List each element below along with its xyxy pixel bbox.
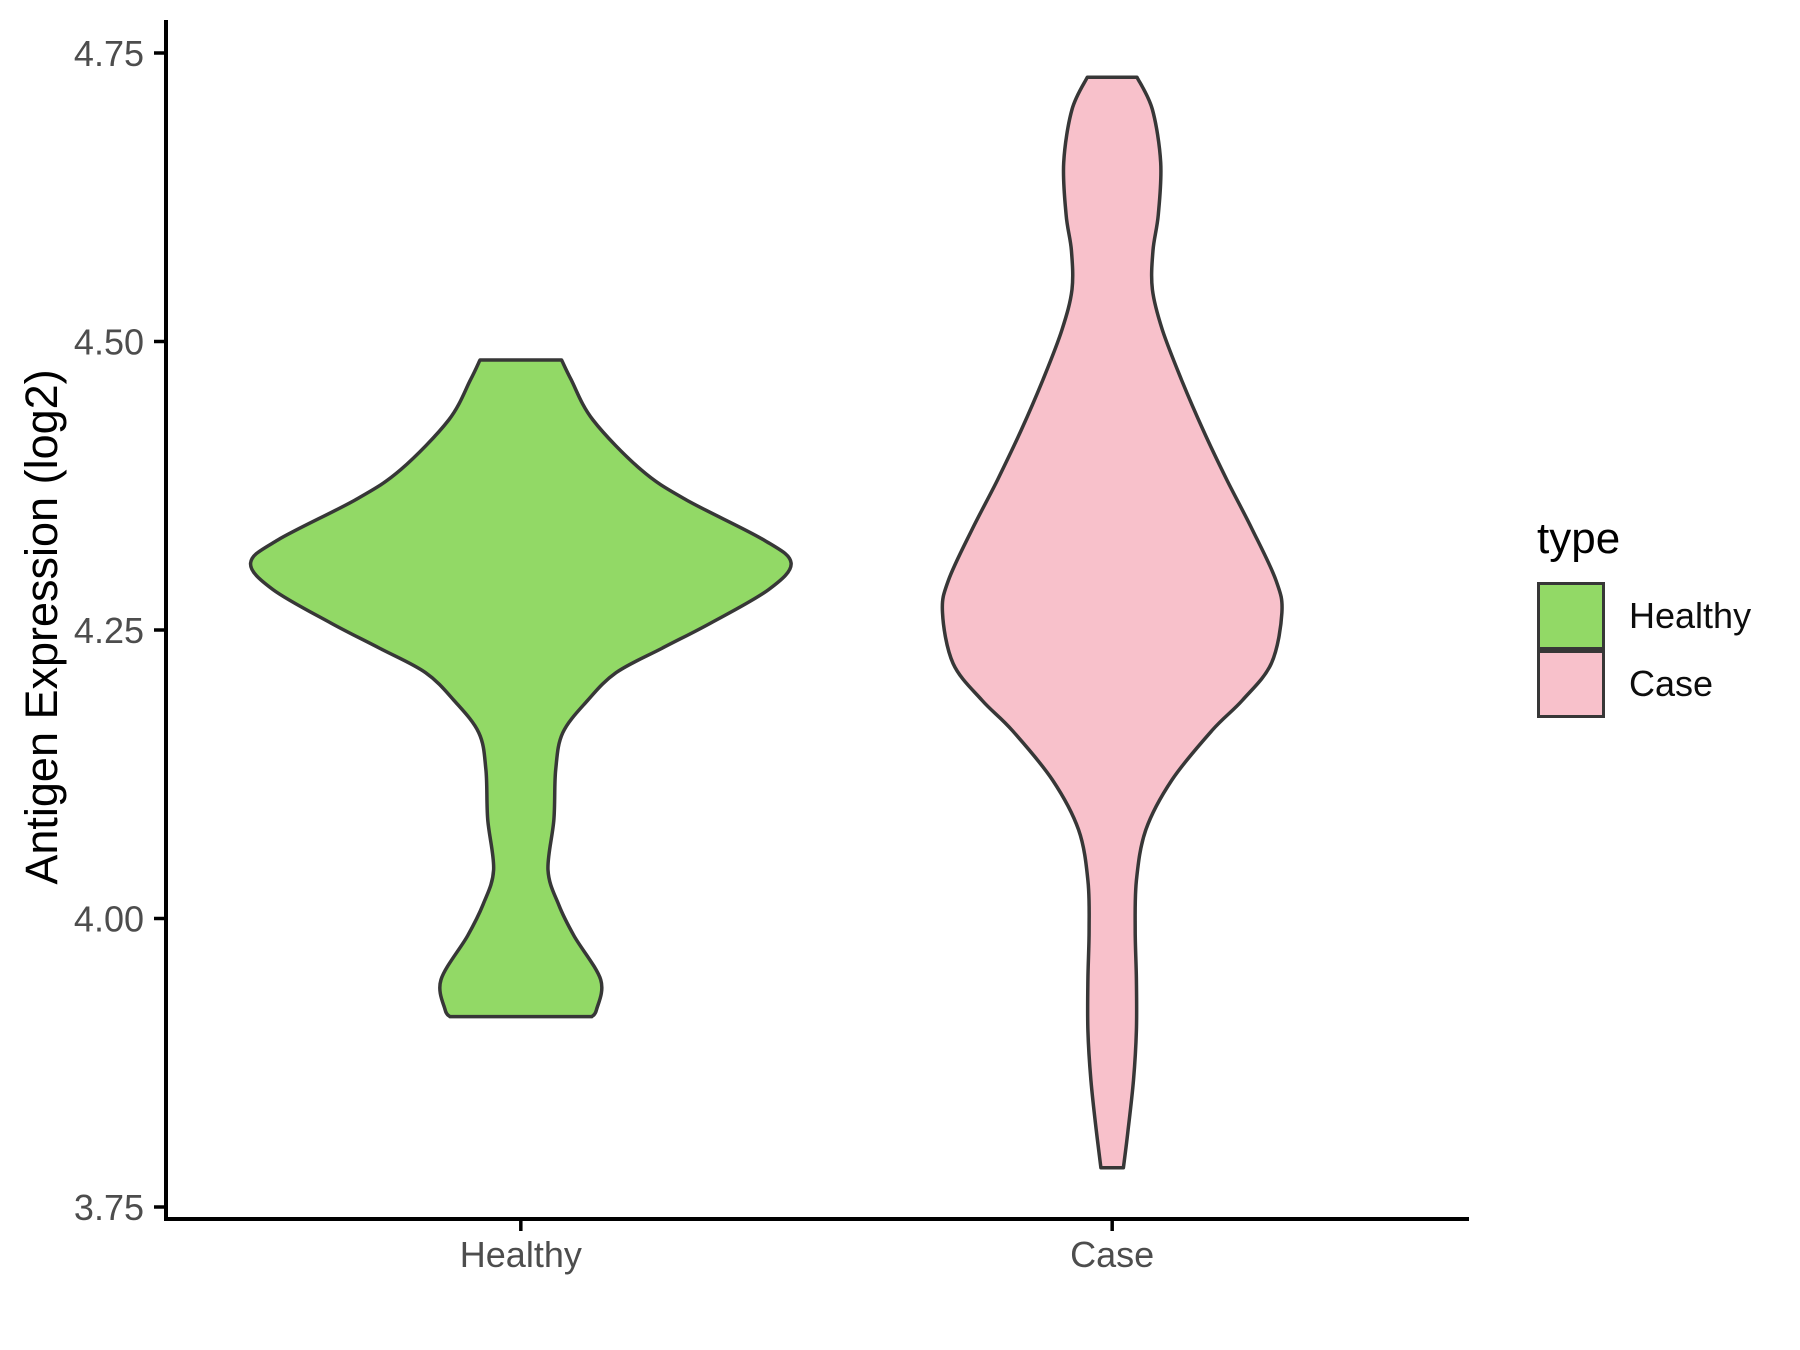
legend-swatch-healthy: [1537, 582, 1605, 650]
y-tick-label: 4.25: [74, 610, 144, 651]
x-tick-label: Healthy: [460, 1234, 582, 1275]
legend: type Healthy Case: [1537, 514, 1751, 718]
legend-label-healthy: Healthy: [1629, 595, 1752, 636]
axis-lines: [164, 20, 1469, 1221]
y-tick-label: 3.75: [74, 1187, 144, 1228]
y-tick-label: 4.50: [74, 322, 144, 363]
y-axis-title: Antigen Expression (log2): [16, 369, 67, 885]
violin-healthy: [248, 358, 793, 1019]
legend-title: type: [1537, 514, 1621, 563]
y-tick-label: 4.00: [74, 899, 144, 940]
violin-case: [940, 75, 1284, 1170]
legend-item-healthy: Healthy: [1537, 582, 1751, 650]
x-tick-label: Case: [1070, 1234, 1154, 1275]
legend-item-case: Case: [1537, 650, 1751, 718]
y-tick-label: 4.75: [74, 33, 144, 74]
legend-label-case: Case: [1629, 663, 1714, 704]
legend-swatch-case: [1537, 650, 1605, 718]
